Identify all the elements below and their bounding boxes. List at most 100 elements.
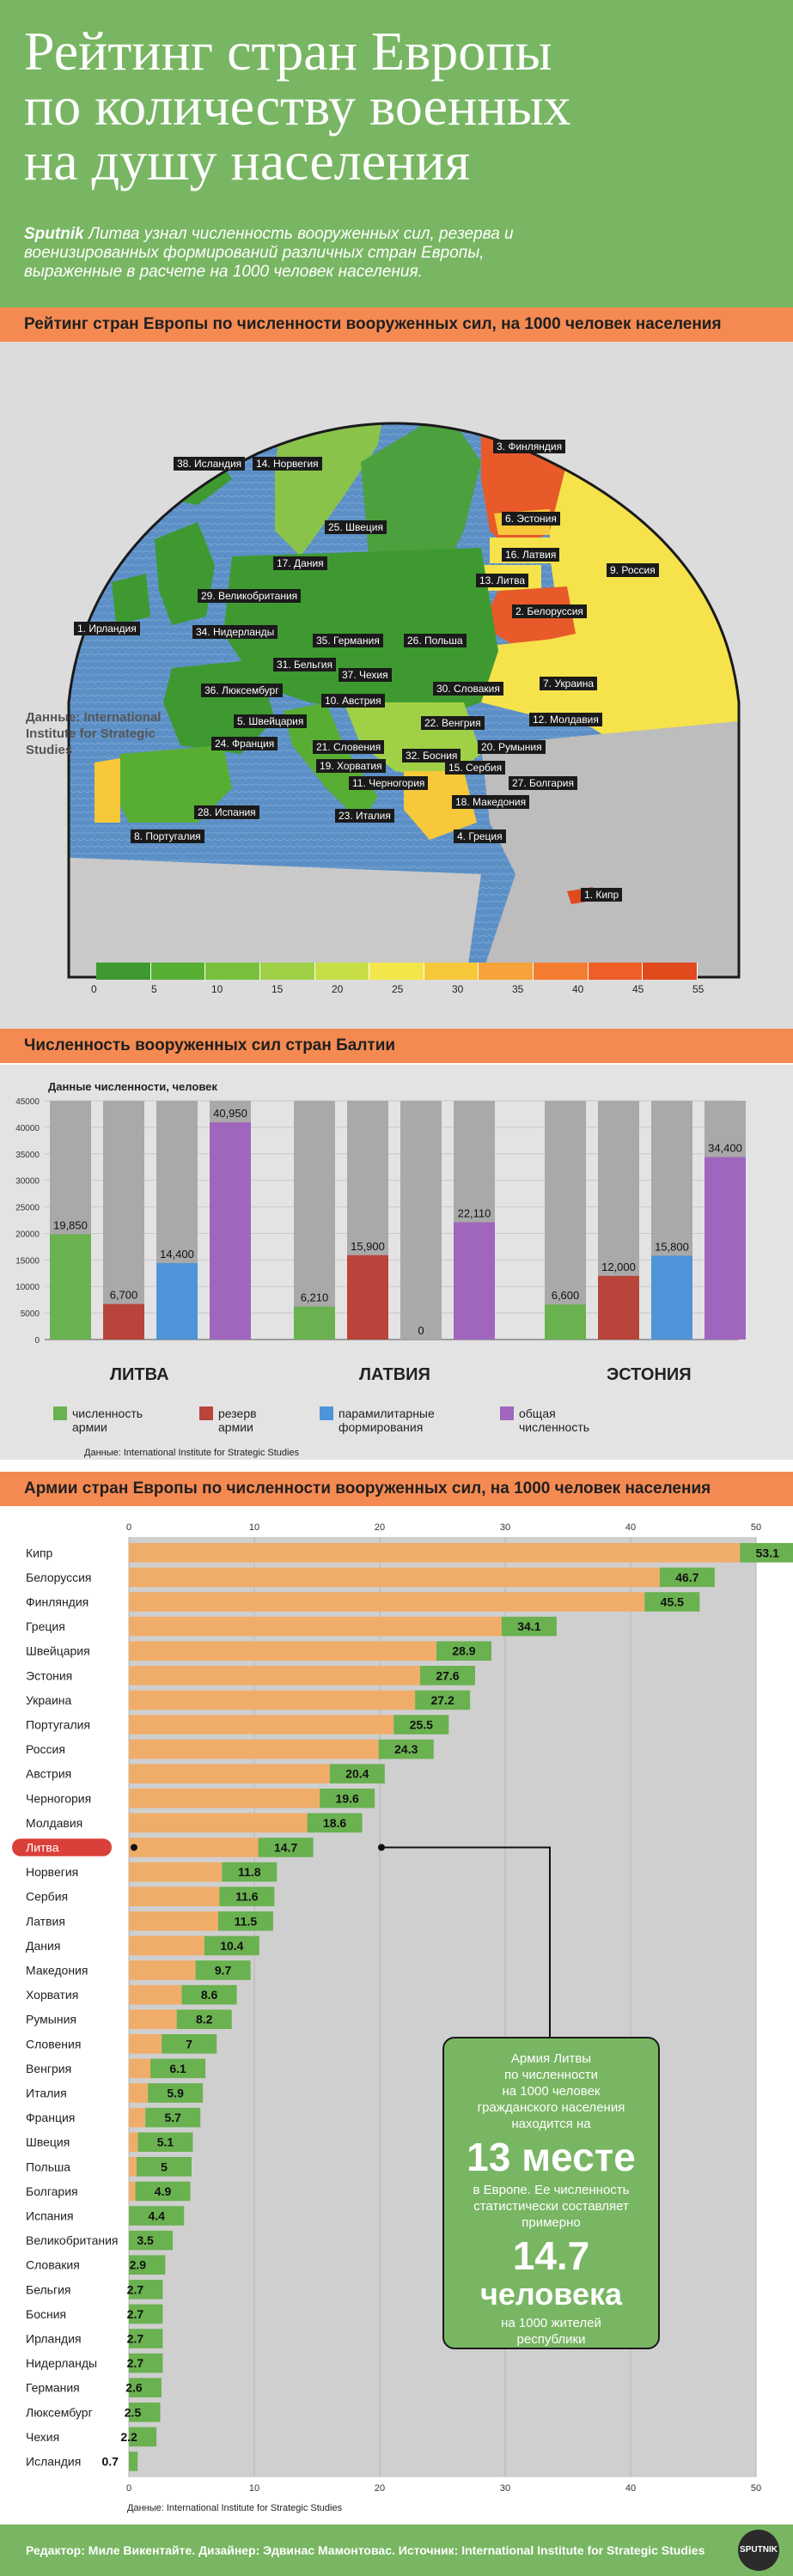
bar-value-label: 28.9: [452, 1644, 475, 1658]
bar-background: [294, 1101, 335, 1340]
bar-end: [740, 1543, 793, 1563]
bar-end: [659, 1567, 715, 1588]
bar-end: [415, 1690, 471, 1710]
category-label: Польша: [26, 2160, 70, 2173]
bar-value-label: 11.5: [235, 1914, 258, 1928]
map-label: 8. Португалия: [131, 829, 204, 843]
scale-swatch: [424, 963, 479, 980]
baltic-source: Данные: International Institute for Stra…: [84, 1448, 300, 1458]
map-label: 28. Испания: [194, 805, 259, 819]
map-label: 20. Румыния: [478, 740, 546, 754]
category-label: Болгария: [26, 2184, 78, 2198]
category-label: Литва: [26, 1841, 59, 1855]
ranking-section-title: Армии стран Европы по численности вооруж…: [0, 1472, 793, 1506]
category-label: Дания: [26, 1939, 60, 1953]
map-label: 2. Белоруссия: [512, 605, 587, 618]
bar-value-label: 2.7: [127, 2307, 144, 2321]
map-label: 5. Швейцария: [234, 714, 308, 728]
category-label: Италия: [26, 2087, 67, 2100]
bar-fill: [129, 2157, 137, 2177]
map-label: 34. Нидерланды: [192, 625, 278, 639]
x-tick-label-top: 20: [375, 1522, 385, 1533]
bar-value-label: 5.9: [167, 2087, 184, 2100]
map-label: 3. Финляндия: [493, 440, 566, 453]
category-label: Словения: [26, 2037, 81, 2050]
callout-line: на 1000 жителей: [501, 2316, 601, 2330]
category-label: Кипр: [26, 1546, 53, 1559]
bar-fill: [129, 1789, 320, 1808]
category-label: Венгрия: [26, 2062, 71, 2075]
scale-swatch: [259, 963, 315, 980]
bar: [294, 1306, 335, 1340]
bar-value-label: 5.7: [164, 2111, 181, 2124]
bar-value-label: 14.7: [274, 1841, 297, 1855]
bar-value-label: 7: [186, 2037, 192, 2050]
bar-value-label: 2.6: [125, 2381, 143, 2395]
x-tick-label-top: 10: [249, 1522, 259, 1533]
bar-value-label: 18.6: [323, 1816, 346, 1830]
country-label: ЭСТОНИЯ: [607, 1365, 692, 1384]
title-line: по количеству военных: [24, 76, 571, 137]
y-tick-label: 20000: [15, 1230, 40, 1239]
scale-tick: 40: [572, 983, 584, 995]
scale-swatch: [205, 963, 260, 980]
connector-dot: [131, 1844, 137, 1851]
map-label: 17. Дания: [273, 556, 327, 570]
bar-value-label: 4.4: [149, 2209, 166, 2223]
bar-value-label: 0.7: [101, 2455, 119, 2469]
bar-value-label: 22,110: [458, 1206, 491, 1219]
bar-end: [258, 1838, 314, 1857]
map-panel: Данные: International Institute for Stra…: [0, 342, 793, 1029]
bar-fill: [129, 1543, 741, 1563]
bar: [454, 1222, 495, 1340]
scale-swatch: [369, 963, 424, 980]
bar-value-label: 45.5: [661, 1595, 684, 1609]
bar-end: [129, 2378, 162, 2397]
region-spain: [112, 745, 232, 823]
bar-value-label: 0: [418, 1324, 424, 1337]
y-tick-label: 0: [34, 1336, 40, 1346]
map-label: 19. Хорватия: [316, 759, 386, 773]
scale-swatch: [479, 963, 534, 980]
bar-fill: [129, 1567, 660, 1588]
map-label: 37. Чехия: [339, 668, 392, 682]
bar: [103, 1303, 144, 1340]
bar-value-label: 14,400: [160, 1248, 194, 1261]
category-label: Черногория: [26, 1791, 91, 1805]
bar-value-label: 11.6: [235, 1890, 259, 1904]
bar-value-label: 9.7: [215, 1964, 232, 1978]
bar: [651, 1255, 692, 1340]
bar-value-label: 12,000: [601, 1261, 636, 1273]
callout-line: в Европе. Ее численность: [473, 2183, 630, 2197]
y-tick-label: 25000: [15, 1204, 40, 1213]
bar-fill: [129, 1666, 420, 1686]
bar-value-label: 19,850: [53, 1218, 88, 1231]
bar-fill: [129, 1813, 308, 1833]
map-label: 12. Молдавия: [529, 713, 602, 726]
map-label: 21. Словения: [313, 740, 385, 754]
map-source-line: Данные: International: [26, 710, 162, 725]
highlight-badge: [12, 1838, 112, 1856]
legend-paramilitary: парамилитарные формирования: [339, 1406, 435, 1434]
category-label: Россия: [26, 1742, 65, 1756]
bar-end: [195, 1960, 251, 1980]
region-portugal: [95, 758, 120, 823]
scale-tick: 20: [332, 983, 344, 995]
x-tick-label-top: 30: [500, 1522, 510, 1533]
scale-swatch: [96, 963, 151, 980]
map-label: 10. Австрия: [321, 694, 385, 708]
category-label: Германия: [26, 2381, 80, 2395]
bar-background: [400, 1101, 442, 1340]
map-label: 31. Бельгия: [273, 658, 336, 671]
category-label: Эстония: [26, 1668, 72, 1682]
map-label: 16. Латвия: [502, 548, 560, 562]
bar-value-label: 2.7: [127, 2332, 144, 2346]
map-label: 30. Словакия: [433, 682, 503, 696]
bar-fill: [129, 1715, 394, 1735]
bar-fill: [129, 1862, 223, 1882]
title-line: Рейтинг стран Европы: [24, 21, 552, 82]
bar-value-label: 2.2: [120, 2430, 137, 2444]
bar-end: [436, 1641, 491, 1661]
scale-tick: 0: [91, 983, 97, 995]
x-tick-label-bottom: 40: [625, 2483, 636, 2494]
